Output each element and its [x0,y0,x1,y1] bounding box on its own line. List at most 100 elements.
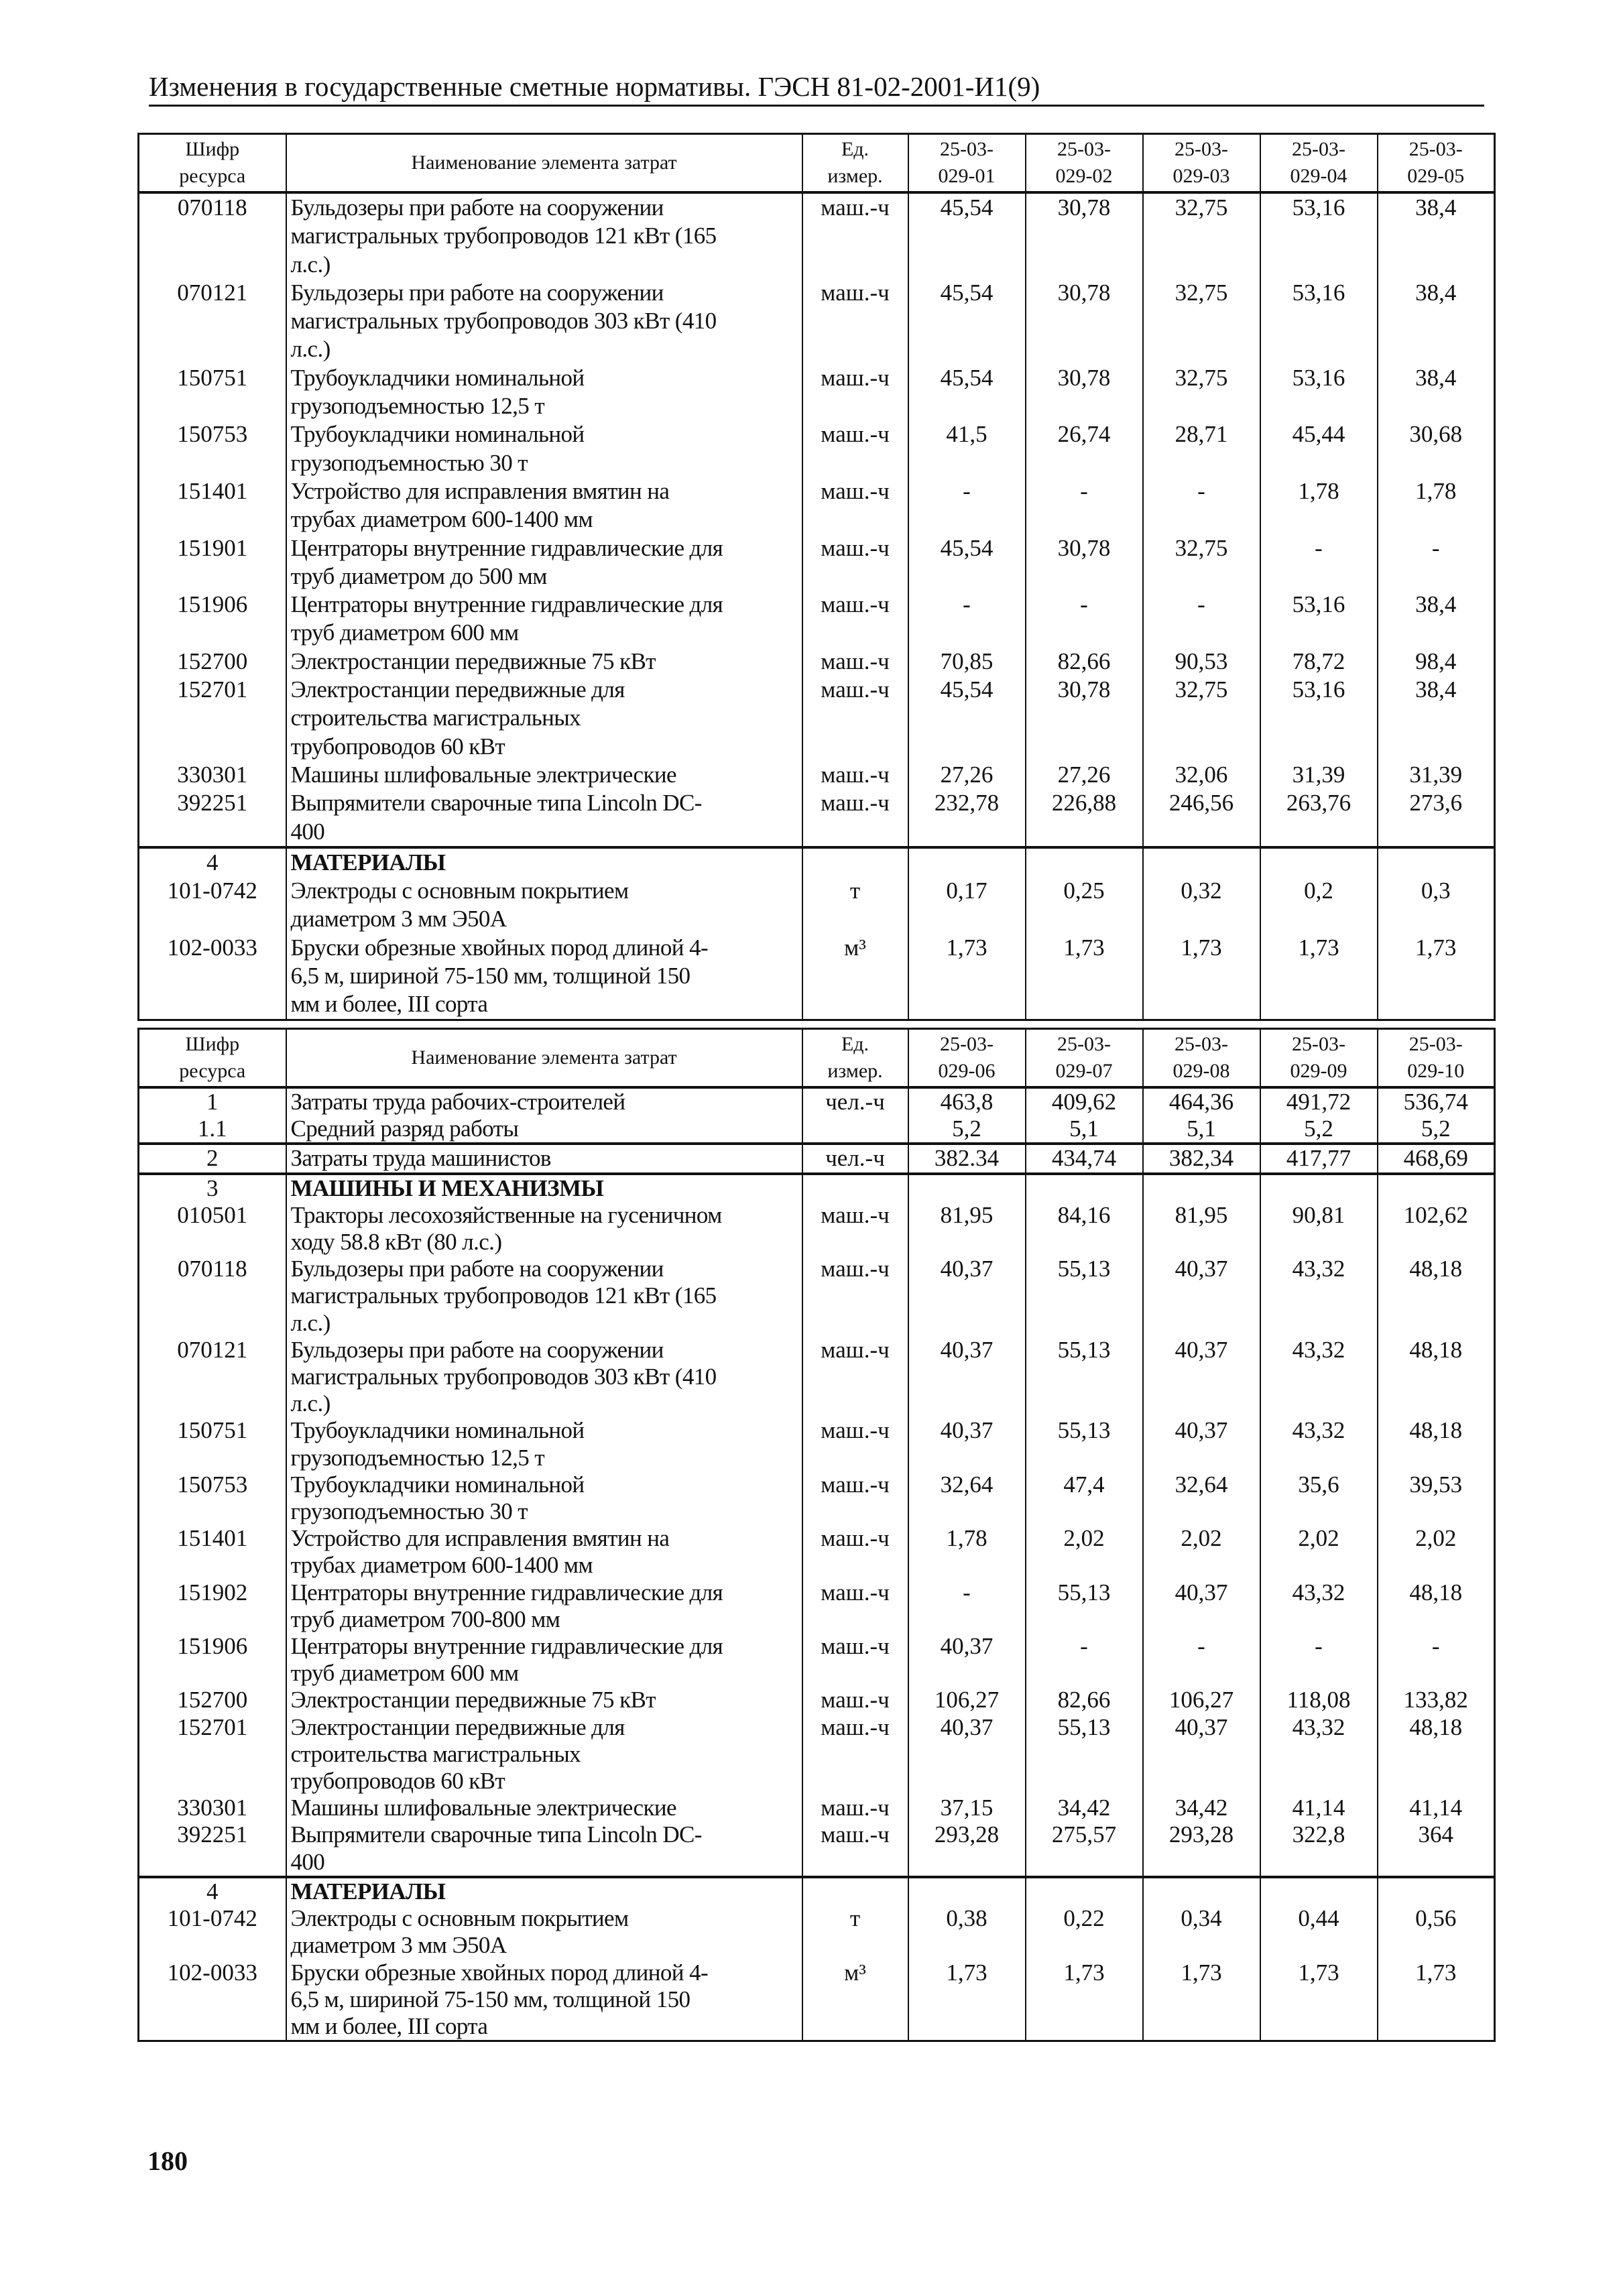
unit: маш.-ч [801,1579,909,1634]
norm-value: 55,13 [1024,1713,1144,1795]
norm-value: 38,4 [1376,676,1496,761]
norm-value: 273,6 [1376,789,1496,847]
unit: м³ [801,933,909,1020]
norm-value: 32,75 [1142,192,1261,279]
norm-value: 5,1 [1142,1115,1261,1144]
norm-value: 26,74 [1024,420,1144,477]
header-norm-code: 25-03- 029-03 [1142,133,1261,194]
norm-value: 48,18 [1376,1417,1496,1471]
header-row: Шифр ресурса Наименование элемента затрат… [137,1028,1496,1089]
cost-element-name: Выпрямители сварочные типа Lincoln DC- 4… [285,1821,803,1877]
table-row: 330301 Машины шлифовальные электрические м… [137,1795,1496,1822]
unit: чел.-ч [801,1087,909,1116]
header-unit: Ед. измер. [801,133,909,194]
norm-value: 40,37 [907,1713,1026,1795]
unit: маш.-ч [801,1687,909,1714]
norm-value: 27,26 [907,760,1026,790]
norm-value: 30,78 [1024,192,1144,279]
resource-table-2: Шифр ресурса Наименование элемента затрат… [137,1028,1496,2043]
table-row: 330301 Машины шлифовальные электрические м… [137,760,1496,790]
norm-value: 32,64 [1142,1471,1261,1526]
norm-value: 5,2 [1376,1115,1496,1144]
norm-value: 1,73 [1259,933,1378,1020]
resource-code: 010501 [137,1201,287,1256]
norm-value: 491,72 [1259,1087,1378,1116]
norm-value: 417,77 [1259,1142,1378,1174]
section-header-row: 3 МАШИНЫ И МЕХАНИЗМЫ [137,1172,1496,1202]
norm-value: 382.34 [907,1142,1026,1174]
resource-code: 3 [137,1172,287,1202]
table-row: 1.1 Средний разряд работы 5,2 5,1 5,1 5,2 5,2 [137,1115,1496,1144]
resource-code: 151906 [137,591,287,648]
table-row: 010501 Тракторы лесохозяйственные на гусе… [137,1201,1496,1256]
norm-value: 0,2 [1259,877,1378,934]
cost-element-name: Центраторы внутренние гидравлические для… [285,534,803,591]
norm-value: 118,08 [1259,1687,1378,1714]
norm-value: 1,73 [1024,1959,1144,2041]
section-header-row: 4 МАТЕРИАЛЫ [137,845,1496,878]
unit: маш.-ч [801,1525,909,1579]
resource-code: 392251 [137,1821,287,1877]
cost-element-name: Трубоукладчики номинальной грузоподъемно… [285,1471,803,1526]
norm-value: 45,54 [907,534,1026,591]
unit: м³ [801,1959,909,2041]
norm-value [1024,845,1144,878]
header-norm-code: 25-03- 029-08 [1142,1028,1261,1089]
norm-value: 38,4 [1376,363,1496,421]
norm-value: 293,28 [907,1821,1026,1877]
norm-value: 40,37 [907,1633,1026,1687]
norm-value: 0,17 [907,877,1026,934]
norm-value: 364 [1376,1821,1496,1877]
norm-value: - [907,591,1026,648]
table-row: 070118 Бульдозеры при работе на сооружени… [137,1256,1496,1337]
norm-value: 53,16 [1259,591,1378,648]
cost-element-name: Бульдозеры при работе на сооружении маги… [285,192,803,279]
norm-value: 1,73 [1376,1959,1496,2041]
norm-value: 106,27 [907,1687,1026,1714]
norm-value: 0,25 [1024,877,1144,934]
cost-element-name: Затраты труда рабочих-строителей [285,1087,803,1116]
cost-element-name: Центраторы внутренние гидравлические для… [285,591,803,648]
norm-value: 45,54 [907,192,1026,279]
norm-value: - [1142,1633,1261,1687]
norm-value: 81,95 [907,1201,1026,1256]
resource-code: 102-0033 [137,933,287,1020]
norm-value: 40,37 [1142,1579,1261,1634]
resource-code: 151902 [137,1579,287,1634]
cost-element-name: Выпрямители сварочные типа Lincoln DC- 4… [285,789,803,847]
norm-value: 382,34 [1142,1142,1261,1174]
norm-value: 82,66 [1024,1687,1144,1714]
resource-code: 151401 [137,1525,287,1579]
unit: маш.-ч [801,363,909,421]
resource-code: 1.1 [137,1115,287,1144]
norm-value: 90,53 [1142,647,1261,676]
table-row: 101-0742 Электроды с основным покрытием д… [137,1905,1496,1959]
header-row: Шифр ресурса Наименование элемента затрат… [137,133,1496,194]
resource-code: 150751 [137,1417,287,1471]
cost-element-name: Бульдозеры при работе на сооружении маги… [285,1256,803,1337]
norm-value: - [1142,477,1261,534]
norm-value: 106,27 [1142,1687,1261,1714]
norm-value: 232,78 [907,789,1026,847]
norm-value: 30,78 [1024,534,1144,591]
norm-value: 1,73 [1259,1959,1378,2041]
norm-value: 32,75 [1142,278,1261,364]
unit [801,1172,909,1202]
unit: маш.-ч [801,789,909,847]
unit [801,845,909,878]
norm-value: 98,4 [1376,647,1496,676]
norm-value: 133,82 [1376,1687,1496,1714]
cost-element-name: Тракторы лесохозяйственные на гусеничном… [285,1201,803,1256]
table-row: 392251 Выпрямители сварочные типа Lincoln… [137,1821,1496,1877]
cost-element-name: Электростанции передвижные для строитель… [285,676,803,761]
cost-element-name: Затраты труда машинистов [285,1142,803,1174]
norm-value: 40,37 [1142,1256,1261,1337]
norm-value: 55,13 [1024,1417,1144,1471]
norm-value: 2,02 [1259,1525,1378,1579]
header-resource-code: Шифр ресурса [137,1028,287,1089]
table-row: 150751 Трубоукладчики номинальной грузопо… [137,1417,1496,1471]
header-norm-code: 25-03- 029-06 [907,1028,1026,1089]
norm-value: 0,56 [1376,1905,1496,1959]
header-cost-element-name: Наименование элемента затрат [285,1028,803,1089]
norm-value: 81,95 [1142,1201,1261,1256]
